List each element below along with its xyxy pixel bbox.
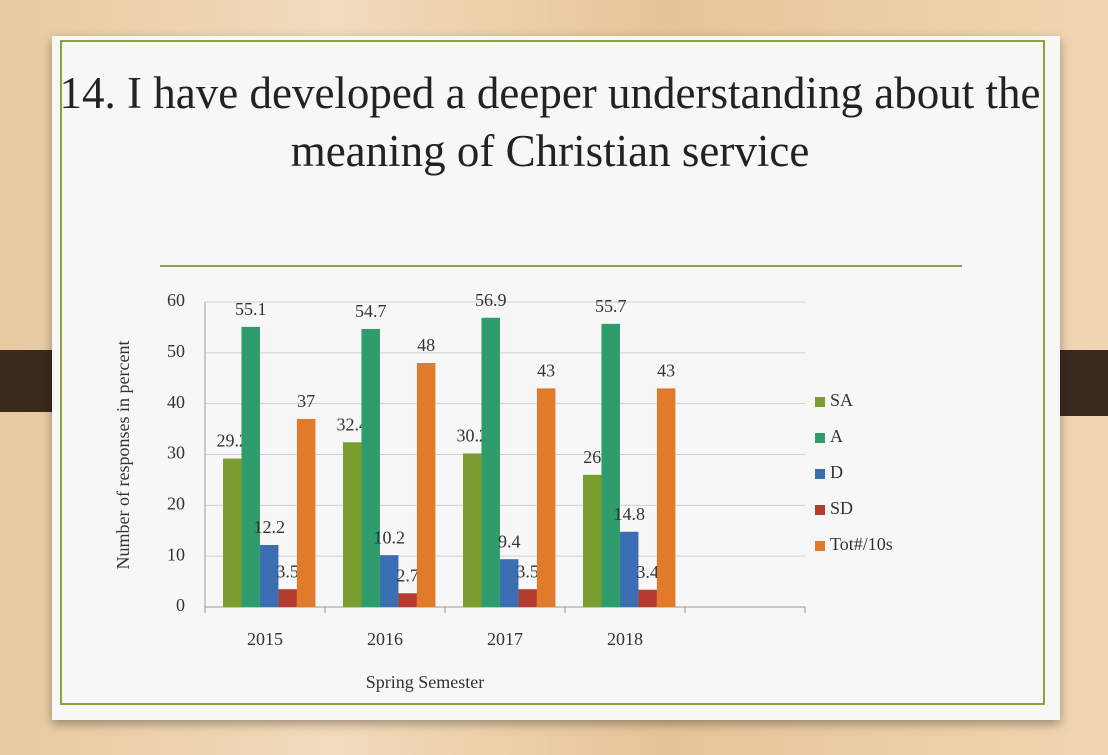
data-label: 43: [657, 361, 675, 381]
bar: [278, 589, 297, 607]
legend-swatch: [815, 469, 825, 479]
legend-label: A: [830, 426, 843, 446]
bar: [223, 458, 242, 607]
bar: [656, 388, 676, 607]
data-label: 56.9: [475, 290, 507, 310]
bar: [463, 453, 482, 607]
bar: [379, 555, 399, 607]
data-label: 29.2: [216, 431, 248, 451]
bar: [361, 328, 380, 607]
bar: [481, 317, 500, 607]
bar: [536, 388, 556, 607]
x-tick-label: 2017: [487, 629, 523, 649]
data-label: 32.4: [336, 414, 368, 434]
bar: [518, 589, 537, 607]
y-tick-label: 60: [167, 290, 185, 310]
bar: [416, 363, 436, 607]
legend-label: Tot#/10s: [830, 534, 893, 554]
data-label: 10.2: [373, 527, 405, 547]
bar: [241, 326, 260, 607]
y-tick-label: 0: [176, 595, 185, 615]
data-label: 3.5: [516, 561, 539, 581]
y-tick-label: 10: [167, 544, 185, 564]
data-label: 3.5: [276, 561, 299, 581]
data-label: 55.1: [235, 299, 267, 319]
y-tick-label: 40: [167, 392, 185, 412]
y-tick-label: 50: [167, 341, 185, 361]
slide-frame: [60, 40, 1045, 705]
legend-label: SA: [830, 390, 853, 410]
bar: [296, 418, 316, 607]
bar: [583, 474, 602, 607]
x-tick-label: 2015: [247, 629, 283, 649]
legend-swatch: [815, 397, 825, 407]
data-label: 2.7: [396, 565, 419, 585]
bar: [499, 559, 519, 607]
y-tick-label: 20: [167, 493, 185, 513]
legend-swatch: [815, 433, 825, 443]
data-label: 3.4: [636, 562, 659, 582]
bar: [601, 323, 620, 607]
data-label: 9.4: [498, 531, 521, 551]
y-axis-title: Number of responses in percent: [113, 341, 133, 570]
legend-swatch: [815, 505, 825, 515]
data-label: 55.7: [595, 296, 627, 316]
data-label: 48: [417, 335, 435, 355]
bar: [343, 442, 362, 607]
data-label: 12.2: [253, 517, 285, 537]
bar: [259, 544, 279, 607]
bar: [398, 593, 417, 607]
data-label: 37: [297, 391, 315, 411]
bar: [619, 531, 639, 607]
legend-label: SD: [830, 498, 853, 518]
y-tick-label: 30: [167, 443, 185, 463]
bar: [638, 589, 657, 607]
data-label: 54.7: [355, 301, 387, 321]
data-label: 14.8: [613, 504, 645, 524]
x-tick-label: 2016: [367, 629, 403, 649]
data-label: 30.2: [456, 426, 488, 446]
x-axis-title: Spring Semester: [366, 672, 485, 692]
chart-title: 14. I have developed a deeper understand…: [59, 68, 1041, 176]
data-label: 26: [583, 447, 601, 467]
legend-swatch: [815, 541, 825, 551]
slide: [52, 36, 1060, 720]
legend-label: D: [830, 462, 843, 482]
x-tick-label: 2018: [607, 629, 643, 649]
data-label: 43: [537, 361, 555, 381]
left-tab: [0, 350, 56, 412]
